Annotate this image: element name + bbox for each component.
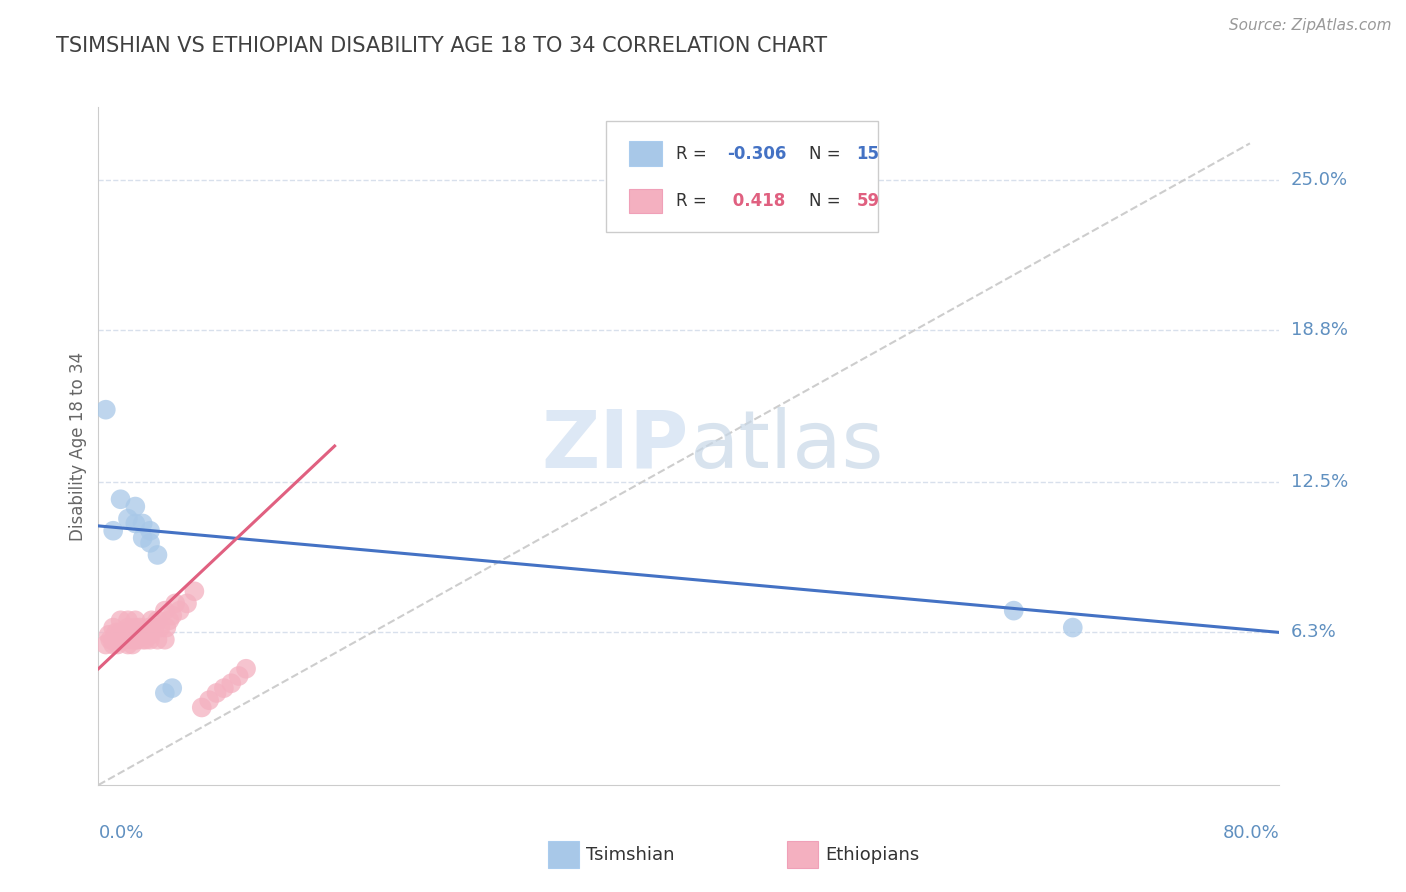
Point bbox=[157, 613, 180, 627]
Point bbox=[132, 628, 155, 642]
Point bbox=[191, 700, 214, 714]
Text: 15: 15 bbox=[856, 145, 880, 162]
Point bbox=[146, 548, 169, 562]
Point bbox=[110, 625, 132, 640]
Point bbox=[139, 628, 162, 642]
Point bbox=[205, 686, 228, 700]
Point bbox=[94, 402, 117, 417]
Point bbox=[1002, 604, 1025, 618]
Point bbox=[132, 632, 155, 647]
Point bbox=[110, 632, 132, 647]
Text: 80.0%: 80.0% bbox=[1223, 824, 1279, 842]
Text: Ethiopians: Ethiopians bbox=[825, 846, 920, 863]
Point bbox=[107, 638, 129, 652]
Text: -0.306: -0.306 bbox=[727, 145, 786, 162]
Text: 59: 59 bbox=[856, 192, 880, 210]
Point bbox=[111, 632, 134, 647]
Text: 0.418: 0.418 bbox=[727, 192, 785, 210]
Point bbox=[153, 686, 176, 700]
Point bbox=[124, 621, 146, 635]
Text: 6.3%: 6.3% bbox=[1291, 624, 1336, 641]
Point bbox=[112, 625, 135, 640]
Point bbox=[183, 584, 205, 599]
Point bbox=[139, 632, 162, 647]
Point bbox=[139, 536, 162, 550]
Point bbox=[124, 628, 146, 642]
Point bbox=[169, 604, 191, 618]
FancyBboxPatch shape bbox=[606, 120, 877, 233]
Text: 25.0%: 25.0% bbox=[1291, 170, 1348, 189]
Point bbox=[153, 632, 176, 647]
Point bbox=[120, 625, 142, 640]
Point bbox=[117, 511, 139, 525]
Point bbox=[110, 492, 132, 507]
Point bbox=[146, 632, 169, 647]
Text: Tsimshian: Tsimshian bbox=[586, 846, 675, 863]
Bar bbox=[628, 188, 662, 213]
Point bbox=[103, 638, 125, 652]
Point bbox=[124, 632, 146, 647]
Point bbox=[124, 500, 146, 514]
Point bbox=[212, 681, 235, 695]
Point bbox=[132, 531, 155, 545]
Text: 0.0%: 0.0% bbox=[98, 824, 143, 842]
Text: ZIP: ZIP bbox=[541, 407, 689, 485]
Point bbox=[1062, 621, 1084, 635]
Text: 12.5%: 12.5% bbox=[1291, 474, 1348, 491]
Text: Source: ZipAtlas.com: Source: ZipAtlas.com bbox=[1229, 18, 1392, 33]
Point bbox=[135, 632, 157, 647]
Point bbox=[110, 613, 132, 627]
Point bbox=[117, 628, 139, 642]
Point bbox=[128, 625, 150, 640]
Point bbox=[176, 596, 198, 610]
Point bbox=[412, 76, 434, 90]
Point bbox=[110, 628, 132, 642]
Point bbox=[165, 596, 187, 610]
Point bbox=[94, 638, 117, 652]
Point bbox=[125, 632, 148, 647]
Point bbox=[132, 516, 155, 531]
Point bbox=[139, 524, 162, 538]
Point bbox=[128, 621, 150, 635]
Point bbox=[103, 524, 125, 538]
Point bbox=[98, 632, 121, 647]
Text: N =: N = bbox=[810, 192, 846, 210]
Point bbox=[235, 662, 257, 676]
Point bbox=[149, 621, 172, 635]
Point bbox=[143, 621, 166, 635]
Point bbox=[114, 632, 136, 647]
Point bbox=[120, 632, 142, 647]
Point bbox=[219, 676, 242, 690]
Point bbox=[146, 613, 169, 627]
Bar bbox=[628, 141, 662, 166]
Point bbox=[162, 608, 183, 623]
Y-axis label: Disability Age 18 to 34: Disability Age 18 to 34 bbox=[69, 351, 87, 541]
Point bbox=[117, 613, 139, 627]
Point bbox=[103, 621, 125, 635]
Text: R =: R = bbox=[676, 145, 711, 162]
Text: N =: N = bbox=[810, 145, 846, 162]
Text: atlas: atlas bbox=[689, 407, 883, 485]
Point bbox=[121, 638, 143, 652]
Point bbox=[97, 628, 120, 642]
Point bbox=[105, 625, 128, 640]
Point bbox=[228, 669, 250, 683]
Point bbox=[141, 613, 163, 627]
Point bbox=[153, 604, 176, 618]
Point bbox=[138, 621, 160, 635]
Point bbox=[136, 625, 159, 640]
Point bbox=[162, 681, 183, 695]
Text: R =: R = bbox=[676, 192, 711, 210]
Point bbox=[105, 632, 128, 647]
Point bbox=[117, 621, 139, 635]
Text: 18.8%: 18.8% bbox=[1291, 321, 1347, 339]
Point bbox=[117, 638, 139, 652]
Point bbox=[103, 632, 125, 647]
Point bbox=[155, 621, 177, 635]
Point bbox=[124, 613, 146, 627]
Text: TSIMSHIAN VS ETHIOPIAN DISABILITY AGE 18 TO 34 CORRELATION CHART: TSIMSHIAN VS ETHIOPIAN DISABILITY AGE 18… bbox=[56, 36, 827, 55]
Point bbox=[198, 693, 221, 707]
Point bbox=[124, 516, 146, 531]
